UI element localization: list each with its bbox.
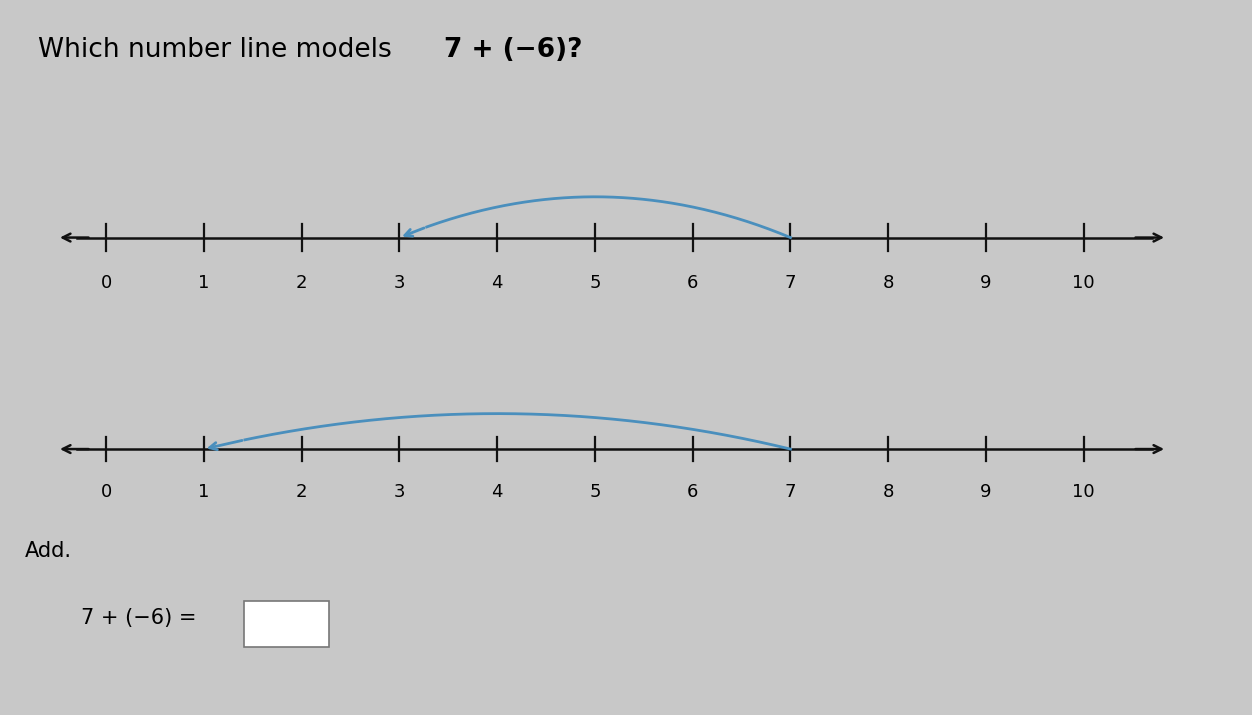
Text: 3: 3 bbox=[393, 483, 406, 501]
Text: 9: 9 bbox=[980, 275, 992, 292]
Text: 9: 9 bbox=[980, 483, 992, 501]
FancyBboxPatch shape bbox=[244, 601, 329, 647]
Text: 3: 3 bbox=[393, 275, 406, 292]
Text: 6: 6 bbox=[687, 483, 699, 501]
Text: 8: 8 bbox=[883, 275, 894, 292]
Text: 7 + (−6) =: 7 + (−6) = bbox=[81, 608, 204, 628]
Text: 6: 6 bbox=[687, 275, 699, 292]
Text: 10: 10 bbox=[1073, 275, 1096, 292]
Text: 0: 0 bbox=[100, 275, 111, 292]
Text: 7 + (−6)?: 7 + (−6)? bbox=[444, 37, 583, 63]
Text: 7: 7 bbox=[785, 275, 796, 292]
Text: 4: 4 bbox=[491, 483, 503, 501]
Text: 2: 2 bbox=[295, 483, 307, 501]
Text: 4: 4 bbox=[491, 275, 503, 292]
Text: 1: 1 bbox=[198, 275, 209, 292]
Text: 5: 5 bbox=[590, 483, 601, 501]
Text: 10: 10 bbox=[1073, 483, 1096, 501]
Text: 1: 1 bbox=[198, 483, 209, 501]
Text: Which number line models: Which number line models bbox=[38, 37, 399, 63]
Text: 0: 0 bbox=[100, 483, 111, 501]
Text: 2: 2 bbox=[295, 275, 307, 292]
Text: 8: 8 bbox=[883, 483, 894, 501]
Text: 5: 5 bbox=[590, 275, 601, 292]
Text: Add.: Add. bbox=[25, 541, 73, 561]
Text: 7: 7 bbox=[785, 483, 796, 501]
